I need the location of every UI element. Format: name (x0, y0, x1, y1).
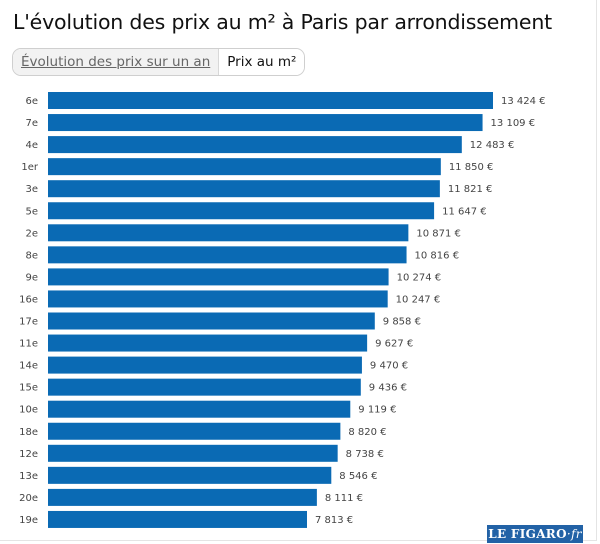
le-figaro-logo[interactable]: LE FIGARO·fr (487, 525, 583, 543)
category-label: 13e (19, 471, 38, 482)
bar-7e[interactable] (48, 114, 483, 132)
bar-13e[interactable] (48, 466, 332, 484)
value-label: 9 436 € (369, 383, 407, 394)
value-label: 10 816 € (415, 250, 460, 261)
category-label: 12e (19, 449, 38, 460)
value-label: 11 850 € (449, 162, 494, 173)
category-label: 20e (19, 493, 38, 504)
bar-11e[interactable] (48, 334, 368, 352)
category-label: 15e (19, 383, 38, 394)
tab-evolution-sur-un-an[interactable]: Évolution des prix sur un an (13, 49, 220, 75)
value-label: 11 821 € (448, 184, 493, 195)
value-label: 9 470 € (370, 361, 408, 372)
bar-19e[interactable] (48, 510, 307, 528)
bar-6e[interactable] (48, 92, 493, 109)
value-label: 8 738 € (346, 449, 384, 460)
value-label: 8 820 € (348, 427, 386, 438)
tab-prix-au-m2[interactable]: Prix au m² (219, 49, 305, 75)
category-label: 18e (19, 427, 38, 438)
category-label: 11e (19, 339, 38, 350)
category-label: 17e (19, 317, 38, 328)
bar-8e[interactable] (48, 246, 407, 264)
category-label: 6e (25, 96, 38, 107)
bar-9e[interactable] (48, 268, 389, 286)
bar-10e[interactable] (48, 400, 351, 418)
category-label: 7e (25, 118, 38, 129)
category-label: 16e (19, 294, 38, 305)
category-label: 5e (25, 206, 38, 217)
bar-15e[interactable] (48, 378, 361, 396)
value-label: 12 483 € (470, 140, 515, 151)
category-label: 4e (25, 140, 38, 151)
value-label: 10 274 € (397, 272, 442, 283)
bar-16e[interactable] (48, 290, 388, 308)
value-label: 11 647 € (442, 206, 487, 217)
category-label: 9e (25, 272, 38, 283)
category-label: 14e (19, 361, 38, 372)
category-label: 1er (21, 162, 39, 173)
category-label: 2e (25, 228, 38, 239)
bar-17e[interactable] (48, 312, 375, 330)
value-label: 10 247 € (396, 294, 441, 305)
value-label: 10 871 € (416, 228, 461, 239)
bar-3e[interactable] (48, 180, 440, 198)
bar-14e[interactable] (48, 356, 362, 374)
category-label: 10e (19, 405, 38, 416)
value-label: 9 627 € (375, 339, 413, 350)
category-label: 3e (25, 184, 38, 195)
bar-1er[interactable] (48, 158, 441, 176)
value-label: 13 424 € (501, 96, 546, 107)
value-label: 9 858 € (383, 317, 421, 328)
value-label: 8 546 € (339, 471, 377, 482)
bar-2e[interactable] (48, 224, 409, 242)
category-label: 19e (19, 515, 38, 526)
bar-4e[interactable] (48, 136, 462, 154)
value-label: 9 119 € (358, 405, 396, 416)
bar-5e[interactable] (48, 202, 435, 220)
bar-20e[interactable] (48, 488, 317, 506)
category-label: 8e (25, 250, 38, 261)
tab-bar: Évolution des prix sur un an Prix au m² (12, 48, 306, 76)
bar-chart: 6e 13 424 € 7e 13 109 € 4e 12 483 € 1er 11 850 … (19, 92, 546, 528)
page-title: L'évolution des prix au m² à Paris par a… (13, 10, 552, 34)
bar-12e[interactable] (48, 444, 338, 462)
value-label: 8 111 € (325, 493, 363, 504)
bar-18e[interactable] (48, 422, 341, 440)
value-label: 13 109 € (491, 118, 536, 129)
value-label: 7 813 € (315, 515, 353, 526)
